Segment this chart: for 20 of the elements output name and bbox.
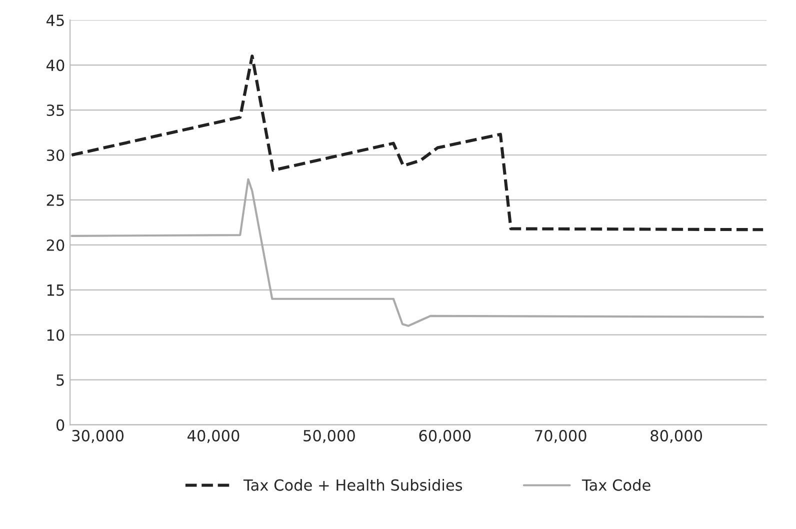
x-tick-label: 50,000 [304, 430, 355, 444]
legend-label: Tax Code [582, 479, 650, 491]
y-tick-label: 5 [56, 374, 64, 386]
x-tick-label: 70,000 [535, 430, 586, 444]
y-tick-label: 25 [46, 194, 64, 206]
y-tick-label: 10 [47, 329, 64, 341]
line-series [70, 178, 764, 327]
y-tick-label: 45 [46, 14, 64, 26]
y-tick-label: 30 [46, 149, 64, 162]
x-tick-label: 60,000 [419, 430, 471, 444]
y-tick-label: 20 [46, 239, 64, 251]
legend-label: Tax Code + Health Subsidies [243, 479, 462, 491]
y-tick-label: 35 [46, 104, 64, 116]
x-tick-label: 80,000 [650, 430, 702, 444]
x-tick-label: 40,000 [188, 430, 240, 444]
y-tick-label: 15 [47, 284, 64, 296]
line-series [70, 54, 765, 232]
y-tick-label: 0 [56, 419, 64, 431]
x-tick-label: 30,000 [72, 430, 124, 444]
y-tick-label: 40 [46, 60, 64, 72]
